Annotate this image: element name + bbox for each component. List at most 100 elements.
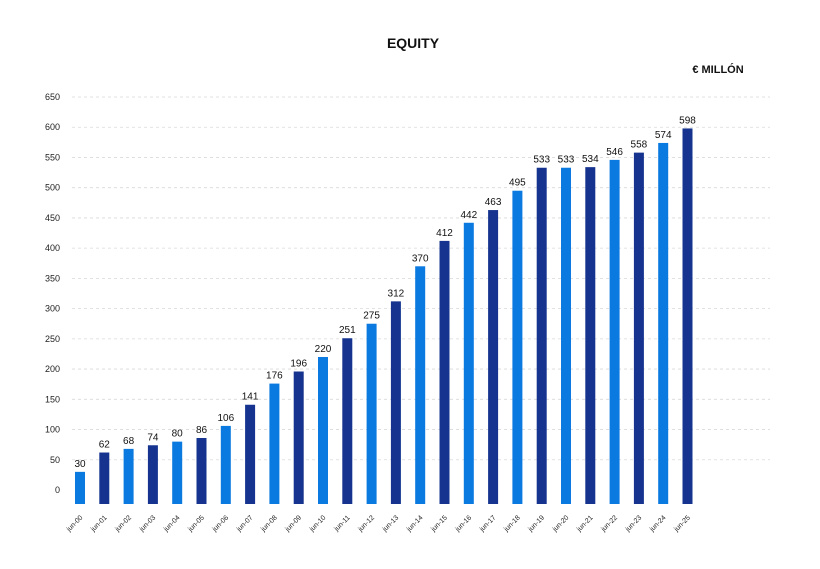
y-tick-label: 450 — [45, 213, 60, 223]
data-label-jun-20: 533 — [558, 155, 575, 166]
bar-jun-08 — [269, 383, 280, 504]
bar-jun-13 — [390, 301, 401, 504]
chart-title: EQUITY — [387, 35, 440, 51]
y-tick-label: 300 — [45, 304, 60, 314]
data-label-jun-05: 86 — [196, 425, 208, 436]
bar-jun-12 — [366, 323, 377, 504]
data-label-jun-00: 30 — [74, 459, 86, 470]
y-tick-label: 650 — [45, 92, 60, 102]
bar-jun-02 — [123, 448, 134, 504]
y-tick-label: 100 — [45, 425, 60, 435]
data-label-jun-12: 275 — [363, 311, 380, 322]
bar-jun-17 — [488, 210, 499, 504]
x-tick-label: jun-18 — [502, 514, 521, 533]
x-tick-label: jun-04 — [162, 514, 181, 533]
bar-jun-01 — [99, 452, 110, 504]
bar-jun-25 — [682, 128, 693, 504]
bar-jun-14 — [415, 266, 426, 504]
x-tick-label: jun-12 — [357, 514, 376, 533]
data-label-jun-23: 558 — [631, 140, 648, 151]
data-label-jun-02: 68 — [123, 436, 135, 447]
bar-jun-10 — [318, 356, 328, 504]
bar-jun-00 — [75, 471, 85, 504]
bar-jun-07 — [245, 404, 256, 504]
data-label-jun-18: 495 — [509, 178, 526, 189]
y-tick-label: 350 — [45, 273, 60, 283]
x-axis-ticks: jun-00 jun-01 jun-02 jun-03 jun-04 jun-05 jun-… — [65, 514, 692, 533]
data-label-jun-25: 598 — [679, 115, 696, 126]
data-label-jun-17: 463 — [485, 197, 502, 208]
bar-jun-09 — [293, 371, 304, 504]
x-tick-label: jun-17 — [478, 514, 497, 533]
unit-label: € MILLÓN — [692, 63, 743, 76]
x-tick-label: jun-07 — [235, 514, 254, 533]
x-tick-label: jun-11 — [333, 514, 352, 533]
y-tick-label: 500 — [45, 183, 60, 193]
data-label-jun-16: 442 — [460, 210, 477, 221]
y-tick-label: 600 — [45, 122, 60, 132]
bar-jun-05 — [196, 438, 207, 504]
x-tick-label: jun-23 — [624, 514, 643, 533]
bar-jun-16 — [463, 222, 474, 504]
bar-jun-19 — [536, 167, 547, 505]
y-tick-label: 250 — [45, 334, 60, 344]
data-label-jun-24: 574 — [655, 130, 672, 141]
y-tick-label: 50 — [50, 455, 60, 465]
data-label-jun-01: 62 — [99, 440, 111, 451]
data-label-jun-22: 546 — [606, 147, 623, 158]
y-tick-label: 150 — [45, 394, 60, 404]
data-labels-layer: 30 62 68 74 80 86 106 141 176 196 220 251 275 312 370 4… — [74, 115, 696, 469]
data-label-jun-04: 80 — [172, 429, 184, 440]
x-tick-label: jun-22 — [600, 514, 619, 533]
x-tick-label: jun-14 — [405, 514, 424, 533]
x-tick-label: jun-25 — [672, 514, 691, 533]
x-tick-label: jun-20 — [551, 514, 570, 533]
x-tick-label: jun-03 — [138, 514, 157, 533]
data-label-jun-14: 370 — [412, 253, 429, 264]
data-label-jun-21: 534 — [582, 154, 599, 165]
data-label-jun-19: 533 — [533, 155, 550, 166]
y-axis-ticks: 0 50 100 150 200 250 300 350 400 450 500 550 600 650 — [45, 92, 60, 495]
y-tick-label: 400 — [45, 243, 60, 253]
bars-layer — [75, 128, 693, 505]
data-label-jun-06: 106 — [217, 413, 234, 424]
y-tick-label: 550 — [45, 152, 60, 162]
x-tick-label: jun-13 — [381, 514, 400, 533]
bar-jun-20 — [561, 167, 571, 505]
bar-jun-22 — [609, 159, 620, 504]
data-label-jun-13: 312 — [388, 288, 405, 299]
x-tick-label: jun-06 — [211, 514, 230, 533]
x-tick-label: jun-15 — [429, 514, 448, 533]
x-tick-label: jun-24 — [648, 514, 667, 533]
y-tick-label: 200 — [45, 364, 60, 374]
data-label-jun-08: 176 — [266, 371, 283, 382]
x-tick-label: jun-09 — [284, 514, 303, 533]
data-label-jun-11: 251 — [339, 325, 356, 336]
x-tick-label: jun-19 — [527, 514, 546, 533]
bar-jun-18 — [512, 190, 523, 504]
data-label-jun-10: 220 — [315, 344, 332, 355]
x-tick-label: jun-21 — [575, 514, 594, 533]
data-label-jun-03: 74 — [147, 432, 159, 443]
bar-jun-03 — [147, 445, 158, 504]
bar-jun-21 — [585, 167, 596, 505]
bar-jun-15 — [439, 240, 450, 504]
bar-jun-23 — [633, 152, 644, 504]
x-tick-label: jun-02 — [114, 514, 133, 533]
data-label-jun-07: 141 — [242, 392, 259, 403]
y-tick-label: 0 — [55, 485, 60, 495]
x-tick-label: jun-16 — [454, 514, 473, 533]
bar-jun-06 — [220, 425, 231, 504]
bar-jun-24 — [658, 142, 669, 504]
bar-jun-11 — [342, 338, 353, 504]
x-tick-label: jun-05 — [186, 514, 205, 533]
data-label-jun-09: 196 — [290, 358, 307, 369]
x-tick-label: jun-00 — [65, 514, 84, 533]
data-label-jun-15: 412 — [436, 228, 453, 239]
bar-jun-04 — [172, 441, 183, 504]
x-tick-label: jun-10 — [308, 514, 327, 533]
x-tick-label: jun-08 — [259, 514, 278, 533]
x-tick-label: jun-01 — [89, 514, 108, 533]
